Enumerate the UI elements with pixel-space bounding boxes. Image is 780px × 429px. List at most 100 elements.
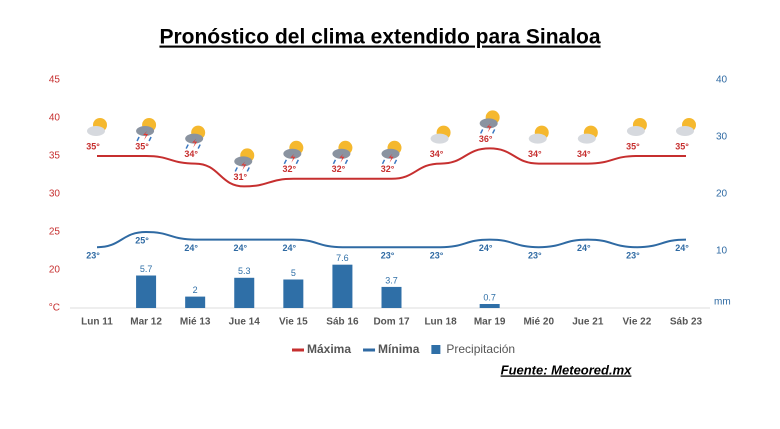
cloud	[234, 156, 253, 167]
x-tick-label: Lun 11	[81, 317, 113, 328]
source: Fuente: Meteored.mx	[501, 362, 633, 377]
precip-label: 3.7	[385, 275, 398, 285]
x-tick-label: Dom 17	[373, 317, 410, 328]
rain	[234, 167, 250, 172]
rain	[381, 159, 398, 165]
weather-icon	[87, 118, 107, 136]
y-tick-label: 45	[49, 75, 61, 86]
cloud	[430, 133, 449, 144]
x-tick-label: Vie 15	[279, 317, 308, 328]
temp-label: 32°	[381, 164, 395, 174]
temp-line	[96, 230, 687, 249]
y2-unit: mm	[714, 297, 731, 308]
x-tick-label: Jue 21	[572, 317, 604, 328]
temp-label: 24°	[675, 243, 689, 253]
rain	[185, 144, 201, 149]
x-tick-label: Sáb 23	[670, 317, 703, 328]
rain	[332, 159, 349, 165]
temp-line	[96, 147, 686, 188]
precip-bar	[185, 296, 206, 308]
cloud	[528, 133, 547, 144]
precip-bar	[234, 277, 255, 308]
rain	[479, 129, 496, 134]
precip-label: 5.7	[140, 264, 153, 274]
temp-label: 23°	[626, 251, 640, 261]
temp-label: 35°	[675, 141, 689, 151]
legend-label: Máxima	[307, 342, 351, 356]
temp-label: 35°	[86, 141, 100, 151]
temp-label: 35°	[135, 141, 149, 151]
rain	[283, 159, 300, 165]
y2-tick-label: 10	[716, 246, 728, 257]
y-tick-label: 30	[49, 189, 61, 200]
precip-bar	[136, 275, 157, 308]
temp-label: 34°	[430, 149, 444, 159]
cloud	[87, 126, 105, 136]
temp-label: 34°	[577, 149, 591, 159]
precip-bar	[381, 286, 402, 308]
weather-icon	[185, 125, 206, 149]
cloud	[136, 126, 155, 136]
temp-label: 35°	[626, 141, 640, 151]
temp-label: 31°	[233, 172, 247, 182]
temp-label: 32°	[332, 164, 346, 174]
precip-label: 5	[291, 268, 296, 278]
weather-icon	[234, 148, 255, 172]
precip-label: 5.3	[238, 266, 251, 276]
weather-icon	[136, 118, 157, 142]
cloud	[479, 118, 498, 129]
temp-label: 24°	[233, 243, 247, 253]
precip-bar	[332, 264, 353, 308]
temp-label: 23°	[528, 251, 542, 261]
x-tick-label: Mié 13	[180, 317, 211, 328]
precip-label: 2	[193, 285, 198, 295]
weather-icon	[332, 140, 353, 165]
y-tick-label: 35	[49, 151, 61, 162]
cloud	[185, 133, 204, 144]
temp-label: 23°	[86, 251, 100, 261]
cloud	[626, 126, 645, 136]
cloud	[381, 148, 400, 159]
legend-label: Precipitación	[446, 342, 515, 356]
y2-tick-label: 40	[716, 75, 728, 86]
rain	[136, 136, 152, 142]
temp-label: 36°	[479, 134, 493, 144]
bolt	[388, 153, 394, 163]
cloud	[283, 148, 302, 159]
temp-label: 32°	[283, 164, 297, 174]
bolt	[290, 153, 296, 163]
weather-icon	[381, 140, 402, 165]
precip-label: 7.6	[336, 253, 349, 263]
temp-label: 23°	[381, 251, 395, 261]
y-tick-label: 25	[49, 227, 61, 238]
x-tick-label: Vie 22	[623, 317, 652, 328]
precip-label: 0.7	[483, 292, 496, 302]
bolt	[192, 138, 198, 148]
weather-icon	[676, 118, 696, 136]
weather-icon	[528, 125, 549, 144]
temp-label: 34°	[184, 149, 198, 159]
temp-label: 24°	[184, 243, 198, 253]
temp-label: 25°	[135, 235, 149, 245]
weather-icon	[479, 110, 500, 134]
bolt	[143, 131, 149, 140]
legend-label: Mínima	[378, 342, 420, 356]
temp-label: 34°	[528, 149, 542, 159]
bolt	[486, 123, 492, 133]
weather-icon	[577, 125, 598, 144]
cloud	[332, 148, 351, 159]
weather-icon	[283, 140, 304, 165]
weather-icon	[626, 118, 647, 136]
y-tick-label: 20	[49, 265, 61, 276]
temp-label: 24°	[283, 243, 297, 253]
x-tick-label: Mar 12	[130, 317, 162, 328]
temp-label: 24°	[577, 243, 591, 253]
weather-icon	[430, 125, 451, 144]
temp-label: 23°	[430, 251, 444, 261]
cloud	[577, 133, 596, 144]
y2-tick-label: 30	[716, 132, 728, 143]
chart-title: Pronóstico del clima extendido para Sina…	[159, 26, 600, 49]
cloud	[676, 126, 694, 136]
